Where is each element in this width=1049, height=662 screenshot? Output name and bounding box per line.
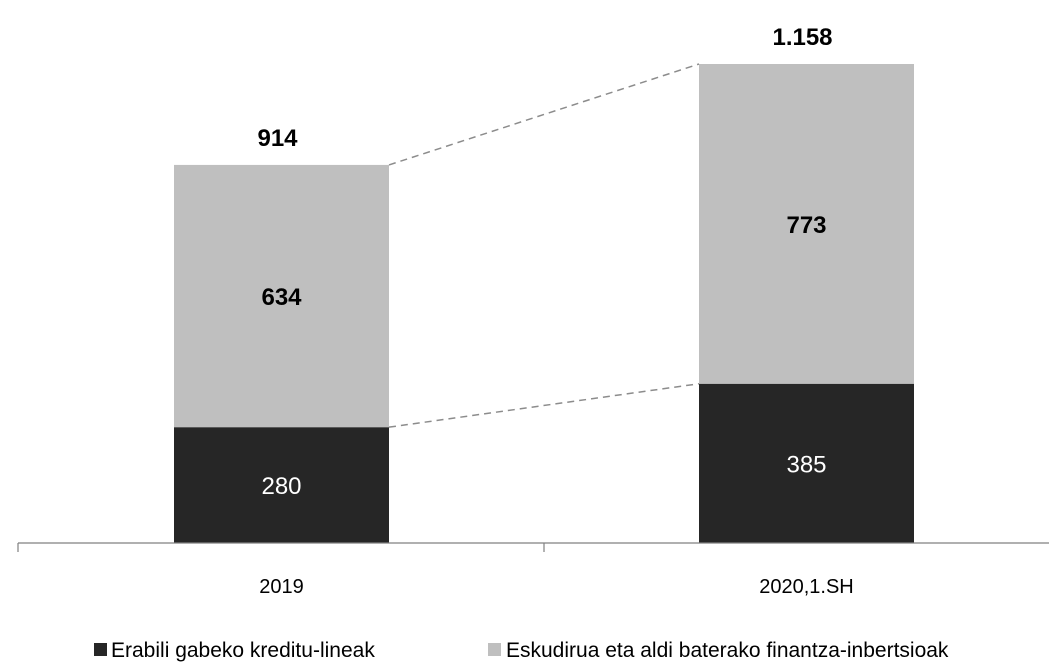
legend-label: Eskudirua eta aldi baterako finantza-inb…: [506, 639, 949, 662]
segment-value-label: 385: [786, 451, 826, 478]
bars: [174, 64, 914, 543]
bar-unused-credit-1: [699, 383, 914, 543]
connector-line: [388, 63, 700, 166]
x-tick-label: 2020,1.SH: [759, 576, 854, 598]
bar-labels: 280 634 914 385 773 1.158: [257, 24, 832, 500]
connector-line: [388, 383, 700, 428]
segment-value-label: 773: [786, 212, 826, 239]
legend-swatch: [94, 643, 107, 656]
segment-value-label: 280: [261, 473, 301, 500]
segment-value-label: 634: [261, 284, 302, 311]
legend: Erabili gabeko kreditu-lineak Eskudirua e…: [94, 639, 949, 662]
x-axis: 2019 2020,1.SH: [17, 542, 1049, 598]
bar-unused-credit-0: [174, 427, 389, 543]
total-value-label: 1.158: [772, 24, 832, 51]
x-tick-label: 2019: [259, 576, 304, 598]
legend-label: Erabili gabeko kreditu-lineak: [111, 639, 375, 662]
total-value-label: 914: [257, 125, 298, 152]
bar-cash-1: [699, 64, 914, 384]
legend-swatch: [488, 643, 501, 656]
bar-cash-0: [174, 164, 389, 428]
connector-lines: [388, 63, 700, 428]
